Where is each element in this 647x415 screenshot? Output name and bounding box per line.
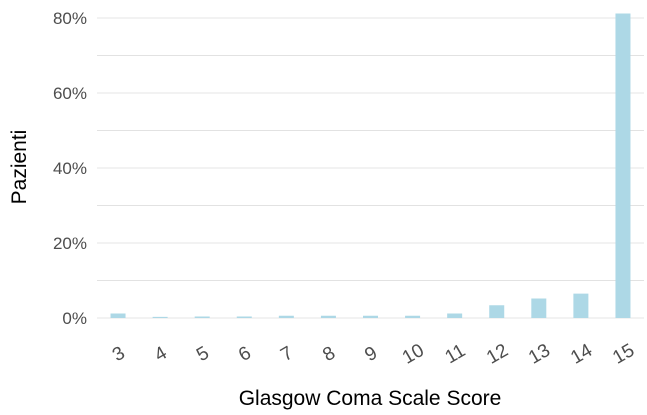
x-tick-label: 11: [442, 340, 470, 368]
bar-gcs-12: [489, 305, 505, 318]
x-tick-label: 7: [277, 343, 297, 366]
bar-gcs-9: [363, 315, 378, 318]
bar-gcs-5: [194, 316, 210, 318]
bar-gcs-15: [615, 13, 631, 318]
x-tick-label: 3: [109, 343, 129, 366]
x-tick-label: 8: [319, 343, 339, 366]
y-axis-ticks: 0% 20% 40% 60% 80%: [53, 9, 87, 328]
bar-gcs-7: [278, 315, 294, 318]
x-tick-label: 15: [609, 340, 638, 369]
x-axis-ticks: 3 4 5 6 7 8 9 10 11 12 13 14 15: [109, 340, 638, 369]
y-tick-label: 80%: [53, 9, 87, 28]
grid-lines: [97, 17, 644, 319]
x-tick-label: 4: [151, 342, 171, 366]
bar-gcs-14: [573, 293, 589, 318]
y-tick-label: 60%: [53, 84, 87, 103]
bars: [110, 13, 631, 318]
y-tick-label: 20%: [53, 234, 87, 253]
x-tick-label: 5: [193, 343, 213, 366]
x-tick-label: 14: [567, 340, 596, 369]
bar-gcs-3: [110, 313, 126, 318]
bar-gcs-11: [447, 313, 463, 318]
bar-gcs-4: [152, 316, 168, 318]
x-tick-label: 9: [361, 343, 381, 366]
y-axis-title: Pazienti: [8, 130, 31, 205]
y-tick-label: 40%: [53, 159, 87, 178]
x-tick-label: 10: [399, 340, 428, 369]
x-tick-label: 12: [483, 340, 512, 369]
bar-gcs-8: [320, 315, 336, 318]
x-axis-title: Glasgow Coma Scale Score: [239, 387, 502, 410]
bar-gcs-13: [531, 298, 547, 318]
bar-gcs-6: [236, 316, 252, 318]
bar-gcs-10: [405, 315, 421, 318]
y-tick-label: 0%: [62, 309, 87, 328]
x-tick-label: 6: [235, 343, 255, 366]
x-tick-label: 13: [525, 340, 554, 369]
